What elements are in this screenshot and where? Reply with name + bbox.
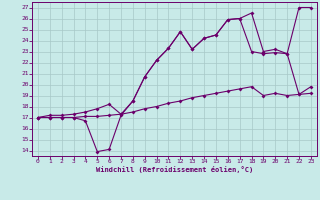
X-axis label: Windchill (Refroidissement éolien,°C): Windchill (Refroidissement éolien,°C) <box>96 166 253 173</box>
